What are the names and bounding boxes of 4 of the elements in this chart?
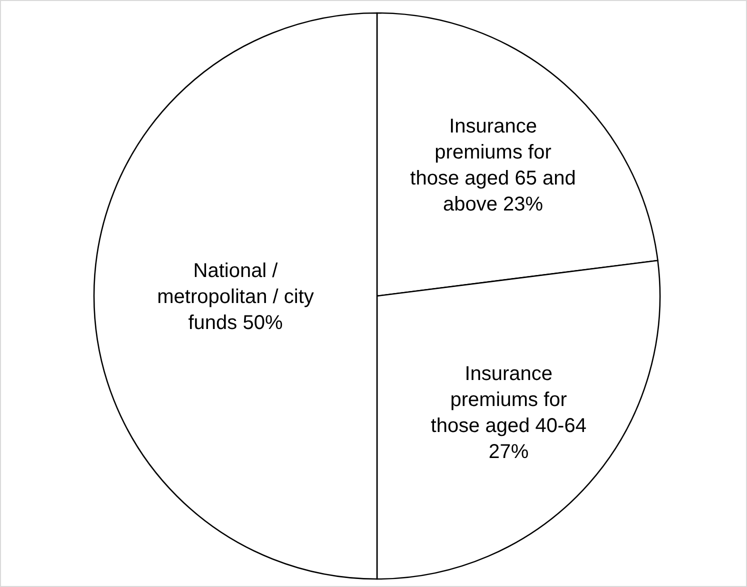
data-label: 27%	[488, 441, 529, 464]
slice-label: National / metropolitan / city funds 50%	[157, 260, 314, 334]
slice-label: Insurance premiums for those aged 40-64	[430, 363, 586, 438]
slice-label: Insurance premiums for those aged 65 and above 23%	[410, 115, 576, 216]
